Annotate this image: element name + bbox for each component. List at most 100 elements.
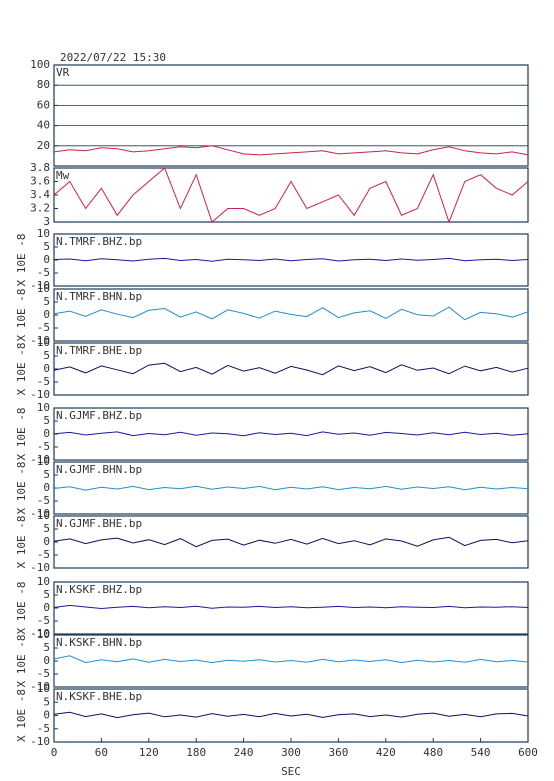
x-tick-label: 120 bbox=[139, 746, 159, 759]
y-tick-label: -10 bbox=[30, 507, 50, 520]
y-axis-label: X 10E -8 bbox=[15, 408, 28, 461]
y-tick-label: -10 bbox=[30, 279, 50, 292]
panel-label: N.GJMF.BHN.bp bbox=[56, 463, 142, 476]
x-tick-label: 540 bbox=[471, 746, 491, 759]
data-line bbox=[53, 306, 529, 321]
y-tick-label: 0 bbox=[43, 362, 50, 375]
panel-label: VR bbox=[56, 66, 70, 79]
y-tick-label: 10 bbox=[37, 401, 50, 414]
y-axis-label: X 10E -8 bbox=[15, 343, 28, 396]
y-tick-label: 5 bbox=[43, 588, 50, 601]
y-tick-label: 5 bbox=[43, 695, 50, 708]
x-tick-label: 600 bbox=[518, 746, 538, 759]
y-tick-label: 40 bbox=[37, 119, 50, 132]
y-tick-label: 10 bbox=[37, 509, 50, 522]
y-tick-label: 3.8 bbox=[30, 161, 50, 174]
y-tick-label: -10 bbox=[30, 334, 50, 347]
y-tick-label: 0 bbox=[43, 481, 50, 494]
y-axis-label: X 10E -8 bbox=[15, 582, 28, 635]
data-line bbox=[53, 711, 529, 719]
panel-frame bbox=[53, 167, 529, 223]
y-tick-label: 5 bbox=[43, 641, 50, 654]
y-tick-label: 10 bbox=[37, 227, 50, 240]
y-tick-label: 20 bbox=[37, 139, 50, 152]
panel-label: N.TMRF.BHZ.bp bbox=[56, 235, 142, 248]
data-line bbox=[53, 167, 529, 224]
y-tick-label: 10 bbox=[37, 336, 50, 349]
panel-label: N.GJMF.BHE.bp bbox=[56, 517, 142, 530]
panel-label: N.GJMF.BHZ.bp bbox=[56, 409, 142, 422]
y-tick-label: 0 bbox=[43, 654, 50, 667]
y-tick-label: 0 bbox=[43, 308, 50, 321]
y-tick-label: 5 bbox=[43, 349, 50, 362]
x-tick-label: 420 bbox=[376, 746, 396, 759]
y-tick-label: 100 bbox=[30, 58, 50, 71]
y-tick-label: -5 bbox=[37, 722, 50, 735]
chart-title: 2022/07/22 15:30 bbox=[60, 51, 166, 64]
y-tick-label: 5 bbox=[43, 295, 50, 308]
y-tick-label: 3.2 bbox=[30, 202, 50, 215]
y-tick-label: -5 bbox=[37, 548, 50, 561]
y-axis-label: X 10E -8 bbox=[15, 635, 28, 688]
panel-label: N.TMRF.BHN.bp bbox=[56, 290, 142, 303]
y-tick-label: -10 bbox=[30, 388, 50, 401]
y-tick-label: 0 bbox=[43, 253, 50, 266]
y-tick-label: 3.6 bbox=[30, 175, 50, 188]
y-tick-label: 0 bbox=[43, 709, 50, 722]
y-tick-label: 10 bbox=[37, 282, 50, 295]
data-line bbox=[53, 655, 529, 664]
data-line bbox=[53, 536, 529, 548]
y-tick-label: 60 bbox=[37, 98, 50, 111]
y-tick-label: 0 bbox=[43, 535, 50, 548]
data-line bbox=[53, 257, 529, 262]
y-tick-label: -5 bbox=[37, 494, 50, 507]
y-tick-label: -5 bbox=[37, 614, 50, 627]
panel-label: N.KSKF.BHZ.bp bbox=[56, 583, 142, 596]
y-tick-label: -5 bbox=[37, 667, 50, 680]
y-axis-label: X 10E -8 bbox=[15, 462, 28, 515]
y-tick-label: 0 bbox=[43, 601, 50, 614]
y-tick-label: 10 bbox=[37, 628, 50, 641]
x-tick-label: 60 bbox=[95, 746, 108, 759]
y-tick-label: 5 bbox=[43, 468, 50, 481]
y-tick-label: -5 bbox=[37, 266, 50, 279]
y-tick-label: 5 bbox=[43, 522, 50, 535]
y-tick-label: -10 bbox=[30, 735, 50, 748]
y-tick-label: -5 bbox=[37, 321, 50, 334]
x-tick-label: 480 bbox=[423, 746, 443, 759]
y-tick-label: 5 bbox=[43, 414, 50, 427]
y-tick-label: -5 bbox=[37, 440, 50, 453]
x-tick-label: 240 bbox=[234, 746, 254, 759]
y-tick-label: -10 bbox=[30, 680, 50, 693]
y-tick-label: -10 bbox=[30, 561, 50, 574]
x-axis-label: SEC bbox=[281, 765, 301, 778]
data-line bbox=[53, 362, 529, 376]
data-line bbox=[53, 485, 529, 491]
panel-label: N.TMRF.BHE.bp bbox=[56, 344, 142, 357]
data-line bbox=[53, 145, 529, 156]
y-tick-label: 3 bbox=[43, 215, 50, 228]
y-tick-label: -10 bbox=[30, 627, 50, 640]
y-axis-label: X 10E -8 bbox=[15, 234, 28, 287]
x-tick-label: 180 bbox=[186, 746, 206, 759]
y-tick-label: 10 bbox=[37, 575, 50, 588]
y-tick-label: 5 bbox=[43, 240, 50, 253]
y-tick-label: -5 bbox=[37, 375, 50, 388]
y-tick-label: 3.4 bbox=[30, 188, 50, 201]
panel-label: Mw bbox=[56, 169, 70, 182]
y-axis-label: X 10E -8 bbox=[15, 516, 28, 569]
panel-label: N.KSKF.BHE.bp bbox=[56, 690, 142, 703]
y-tick-label: 10 bbox=[37, 455, 50, 468]
data-line bbox=[53, 604, 529, 610]
y-tick-label: -10 bbox=[30, 453, 50, 466]
y-axis-label: X 10E -8 bbox=[15, 289, 28, 342]
y-tick-label: 0 bbox=[43, 427, 50, 440]
data-line bbox=[53, 431, 529, 437]
panel-label: N.KSKF.BHN.bp bbox=[56, 636, 142, 649]
x-tick-label: 300 bbox=[281, 746, 301, 759]
y-tick-label: 10 bbox=[37, 682, 50, 695]
x-tick-label: 360 bbox=[328, 746, 348, 759]
x-tick-label: 0 bbox=[51, 746, 58, 759]
y-tick-label: 80 bbox=[37, 78, 50, 91]
